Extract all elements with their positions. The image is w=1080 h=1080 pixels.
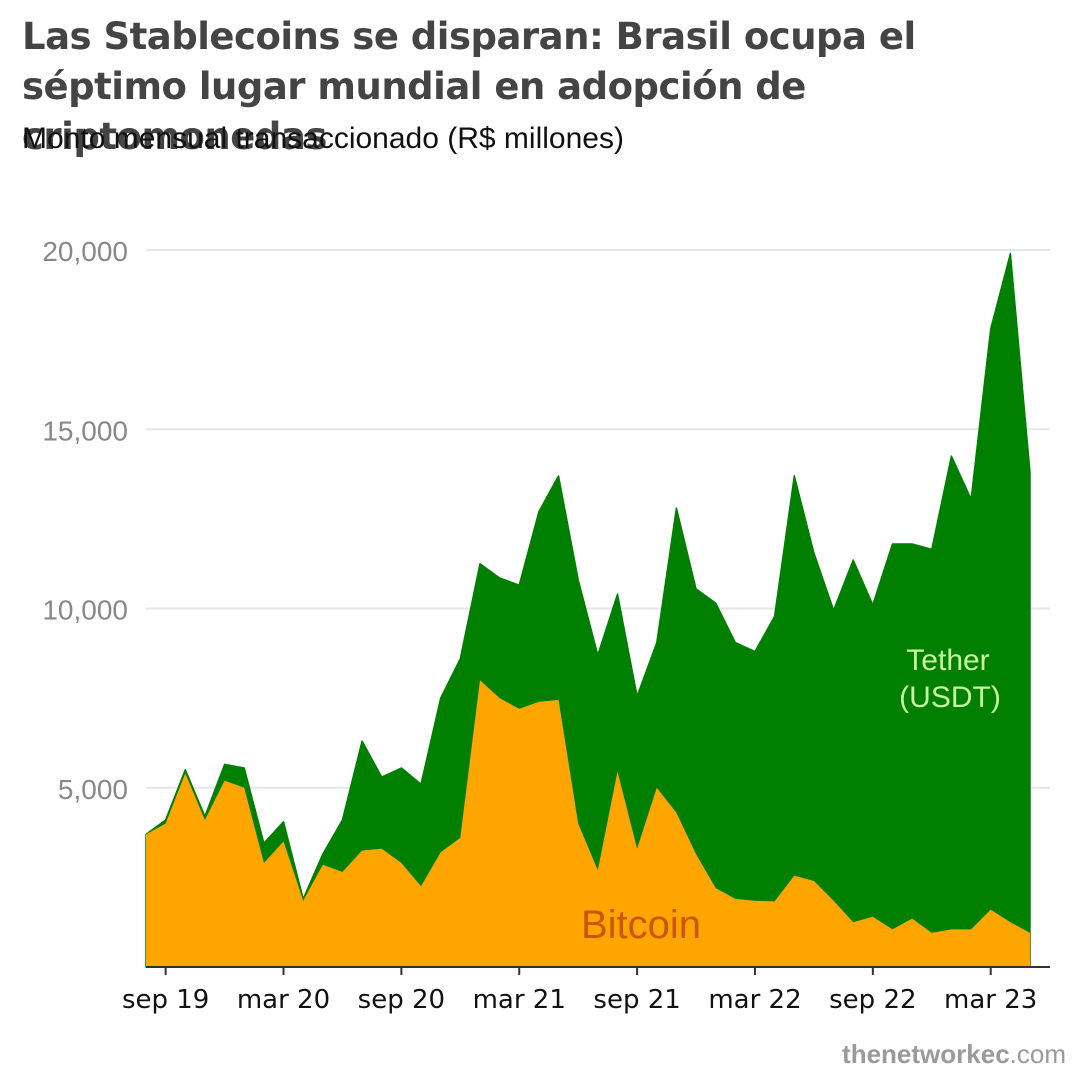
- x-tick-label: mar 21: [473, 985, 566, 1015]
- x-axis: [146, 966, 1050, 975]
- series-area-bitcoin: [146, 680, 1030, 967]
- y-tick-label: 20,000: [42, 236, 128, 267]
- series-area-tether: [145, 252, 1031, 968]
- x-tick-label: mar 23: [944, 985, 1037, 1015]
- source-bold: thenetworkec: [842, 1039, 1010, 1069]
- annotation-bitcoin: Bitcoin: [581, 903, 701, 947]
- x-tick-label: sep 19: [122, 985, 209, 1015]
- y-tick-labels: 5,000 10,000 15,000 20,000: [42, 236, 128, 805]
- chart-subtitle: Monto mensual transaccionado (R$ millone…: [22, 122, 624, 155]
- x-tick-labels: sep 19 mar 20 sep 20 mar 21 sep 21 mar 22 sep …: [122, 985, 1037, 1015]
- annotations: Tether (USDT) Bitcoin: [581, 644, 1001, 947]
- source-rest: .com: [1009, 1039, 1066, 1069]
- y-tick-label: 5,000: [58, 774, 128, 805]
- source-credit: thenetworkec.com: [842, 1039, 1066, 1070]
- chart-title: Las Stablecoins se disparan: Brasil ocup…: [22, 15, 916, 158]
- x-tick-label: mar 20: [237, 985, 330, 1015]
- annotation-tether: Tether: [906, 644, 989, 677]
- y-tick-label: 15,000: [42, 415, 128, 446]
- x-tick-label: mar 22: [708, 985, 801, 1015]
- areas: [145, 252, 1031, 968]
- x-tick-label: sep 21: [593, 985, 680, 1015]
- annotation-tether-2: (USDT): [899, 681, 1001, 714]
- x-tick-label: sep 20: [358, 985, 445, 1015]
- y-tick-label: 10,000: [42, 595, 128, 626]
- x-tick-label: sep 22: [829, 985, 916, 1015]
